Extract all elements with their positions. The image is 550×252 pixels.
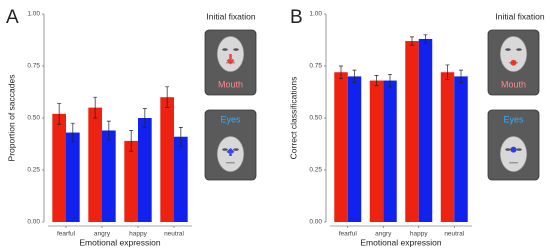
eye — [222, 148, 228, 151]
bar — [440, 72, 455, 223]
bar — [124, 140, 138, 222]
error-bar — [57, 103, 62, 125]
y-tick-label: 0.00 — [309, 219, 322, 226]
error-bar — [106, 120, 111, 141]
legend-label: Mouth — [218, 79, 243, 89]
x-tick-label: angry — [375, 231, 392, 238]
y-tick-label: 0.50 — [27, 115, 40, 122]
bar — [66, 132, 80, 222]
error-bar — [410, 36, 415, 46]
error-bar — [352, 69, 357, 83]
error-bar — [458, 69, 463, 83]
eye — [516, 48, 522, 51]
legend-label: Mouth — [501, 79, 526, 89]
eye — [233, 48, 239, 51]
face — [499, 36, 527, 72]
bar — [138, 118, 152, 222]
panel-label: A — [6, 7, 19, 28]
y-tick-label: 0.25 — [27, 167, 40, 174]
x-tick-label: happy — [129, 231, 147, 238]
arrow — [226, 147, 235, 156]
x-tick-label: fearful — [57, 231, 76, 238]
y-tick-label: 1.00 — [309, 11, 322, 18]
fixation-dot — [510, 59, 517, 66]
bar — [454, 76, 468, 223]
bar — [102, 130, 116, 222]
eye — [516, 148, 522, 151]
y-axis-label: Correct classifications — [288, 77, 298, 160]
legend-title: Initial fixation — [495, 11, 544, 21]
y-tick-label: 1.00 — [27, 11, 40, 18]
y-tick-label: 0.75 — [27, 63, 40, 70]
x-axis-label: Emotional expression — [79, 237, 161, 247]
bar — [405, 41, 419, 222]
x-tick-label: neutral — [444, 231, 464, 238]
fixation-dot — [510, 146, 517, 153]
y-axis-label: Proportion of saccades — [6, 75, 16, 162]
error-bar — [445, 64, 450, 80]
arrow — [226, 54, 235, 65]
error-bar — [129, 130, 134, 152]
panel-label: B — [290, 7, 303, 28]
x-tick-label: neutral — [164, 231, 184, 238]
error-bar — [178, 127, 183, 147]
bar — [160, 97, 174, 222]
error-bar — [374, 75, 379, 87]
legend-label: Eyes — [503, 114, 524, 124]
y-tick-label: 0.00 — [27, 219, 40, 226]
legend-label: Eyes — [220, 114, 241, 124]
eye — [505, 48, 511, 51]
y-tick-label: 0.25 — [309, 167, 322, 174]
error-bar — [142, 108, 147, 128]
x-tick-label: angry — [94, 231, 111, 238]
error-bar — [165, 86, 170, 108]
x-axis-label: Emotional expression — [360, 237, 442, 247]
error-bar — [423, 34, 428, 44]
eye — [505, 148, 511, 151]
bar — [418, 38, 433, 223]
face — [499, 136, 527, 172]
bar — [369, 80, 384, 222]
bar — [52, 113, 66, 222]
x-tick-label: happy — [410, 231, 428, 238]
bar — [347, 76, 362, 223]
bar — [334, 72, 348, 223]
error-bar — [93, 96, 98, 119]
error-bar — [70, 122, 75, 143]
x-tick-label: fearful — [339, 231, 358, 238]
eye — [233, 148, 239, 151]
bar — [88, 107, 102, 222]
y-tick-label: 0.75 — [309, 63, 322, 70]
y-tick-label: 0.50 — [309, 115, 322, 122]
bar — [383, 80, 397, 222]
error-bar — [339, 65, 344, 79]
legend-title: Initial fixation — [206, 11, 255, 21]
eye — [222, 48, 228, 51]
bar — [174, 136, 188, 222]
error-bar — [387, 73, 392, 88]
